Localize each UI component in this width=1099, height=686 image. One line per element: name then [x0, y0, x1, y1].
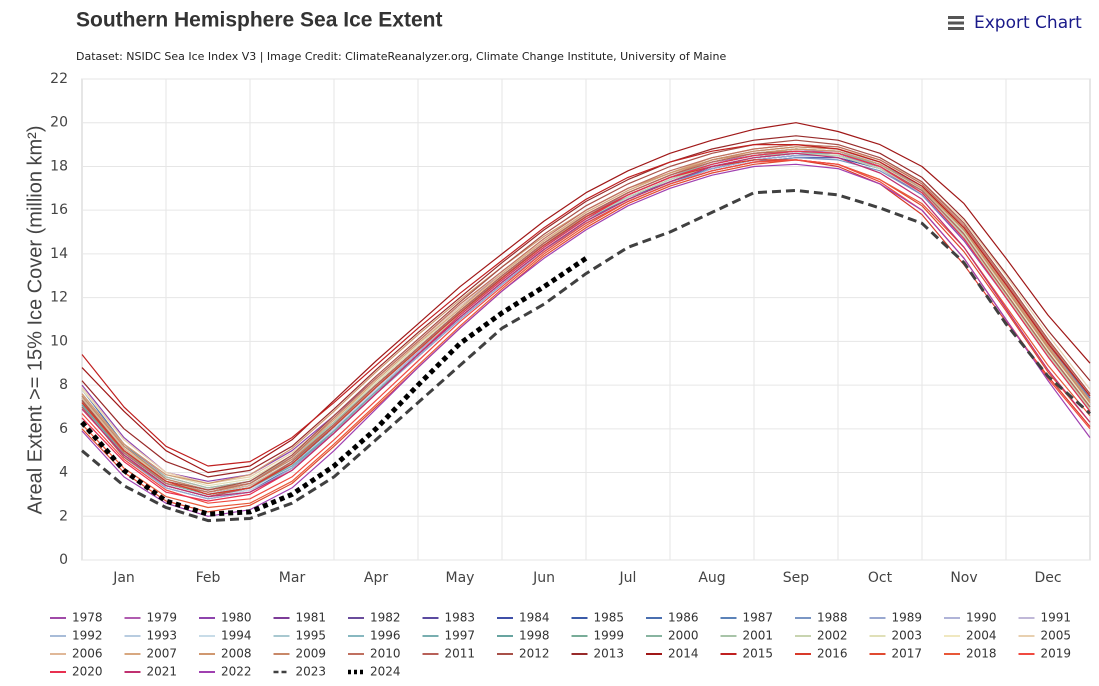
x-tick-label: Apr: [364, 570, 388, 586]
series-line: [81, 159, 1091, 495]
chart-title: Southern Hemisphere Sea Ice Extent: [76, 9, 442, 32]
series-line: [81, 139, 1091, 491]
x-tick-label: Aug: [698, 570, 725, 586]
legend-label: 1994: [221, 629, 252, 643]
legend-label: 1999: [594, 629, 625, 643]
legend-label: 1996: [370, 629, 401, 643]
legend-label: 1998: [519, 629, 550, 643]
x-tick-label: Nov: [950, 570, 977, 586]
legend-label: 2017: [892, 647, 923, 661]
y-tick-label: 2: [59, 508, 68, 524]
legend-label: 1985: [594, 611, 625, 625]
legend-label: 1993: [147, 629, 178, 643]
x-tick-label: Sep: [783, 570, 810, 586]
legend-label: 1995: [296, 629, 327, 643]
legend-label: 2014: [668, 647, 699, 661]
legend-label: 2003: [892, 629, 923, 643]
y-tick-label: 6: [59, 421, 68, 437]
legend-label: 1990: [966, 611, 997, 625]
legend-label: 2001: [743, 629, 774, 643]
legend: 1978 1979 1980 1981 1982 1983 1984 1985 1986 1987…: [50, 611, 1071, 679]
legend-label: 2006: [72, 647, 103, 661]
legend-label: 2013: [594, 647, 625, 661]
y-tick-label: 20: [50, 115, 68, 131]
series-line: [80, 256, 588, 517]
legend-label: 1992: [72, 629, 103, 643]
y-tick-label: 12: [50, 290, 68, 306]
legend-label: 1980: [221, 611, 252, 625]
legend-label: 1997: [445, 629, 476, 643]
legend-label: 2002: [817, 629, 848, 643]
legend-label: 2009: [296, 647, 327, 661]
legend-label: 2021: [147, 665, 178, 679]
export-menu[interactable]: Export Chart: [948, 13, 1082, 33]
legend-label: 2008: [221, 647, 252, 661]
x-tick-label: Mar: [279, 570, 306, 586]
y-tick-label: 8: [59, 377, 68, 393]
series-line: [81, 150, 1091, 502]
y-tick-label: 0: [59, 552, 68, 568]
legend-label: 2015: [743, 647, 774, 661]
x-tick-label: Jan: [112, 570, 135, 586]
y-tick-label: 14: [50, 246, 68, 262]
x-tick-label: May: [446, 570, 475, 586]
series-line: [81, 135, 1091, 478]
series-line: [81, 144, 1091, 467]
legend-label: 2020: [72, 665, 103, 679]
y-tick-label: 16: [50, 202, 68, 218]
x-tick-label: Jul: [619, 570, 637, 586]
legend-label: 2023: [296, 665, 327, 679]
legend-label: 2018: [966, 647, 997, 661]
export-button[interactable]: Export Chart: [974, 13, 1082, 33]
y-tick-label: 18: [50, 158, 68, 174]
x-tick-label: Feb: [196, 570, 221, 586]
menu-icon-bar: [948, 16, 964, 19]
legend-label: 2004: [966, 629, 997, 643]
legend-label: 1991: [1041, 611, 1072, 625]
legend-label: 1989: [892, 611, 923, 625]
legend-label: 1983: [445, 611, 476, 625]
legend-label: 2019: [1041, 647, 1072, 661]
y-tick-label: 22: [50, 71, 68, 87]
legend-label: 1981: [296, 611, 327, 625]
series-line: [81, 159, 1091, 513]
x-tick-label: Oct: [868, 570, 893, 586]
legend-label: 1987: [743, 611, 774, 625]
legend-label: 1988: [817, 611, 848, 625]
y-tick-label: 10: [50, 333, 68, 349]
x-tick-label: Jun: [532, 570, 555, 586]
series-line: [81, 152, 1091, 498]
legend-label: 1979: [147, 611, 178, 625]
legend-label: 2011: [445, 647, 476, 661]
legend-label: 1978: [72, 611, 103, 625]
legend-label: 2000: [668, 629, 699, 643]
legend-label: 2007: [147, 647, 178, 661]
y-axis-label: Areal Extent >= 15% Ice Cover (million k…: [24, 125, 46, 514]
legend-label: 1982: [370, 611, 401, 625]
legend-label: 2005: [1041, 629, 1072, 643]
series-line: [81, 189, 1091, 523]
legend-label: 2024: [370, 665, 401, 679]
series-line: [81, 159, 1091, 509]
menu-icon-bar: [948, 21, 964, 25]
legend-label: 2010: [370, 647, 401, 661]
menu-icon-bar: [948, 27, 964, 30]
legend-label: 1986: [668, 611, 699, 625]
legend-label: 1984: [519, 611, 550, 625]
series-line: [81, 144, 1091, 493]
chart-subtitle: Dataset: NSIDC Sea Ice Index V3 | Image …: [76, 50, 726, 63]
series-line: [81, 122, 1091, 474]
legend-label: 2022: [221, 665, 252, 679]
y-tick-label: 4: [59, 465, 68, 481]
legend-label: 2016: [817, 647, 848, 661]
x-tick-label: Dec: [1034, 570, 1061, 586]
legend-label: 2012: [519, 647, 550, 661]
